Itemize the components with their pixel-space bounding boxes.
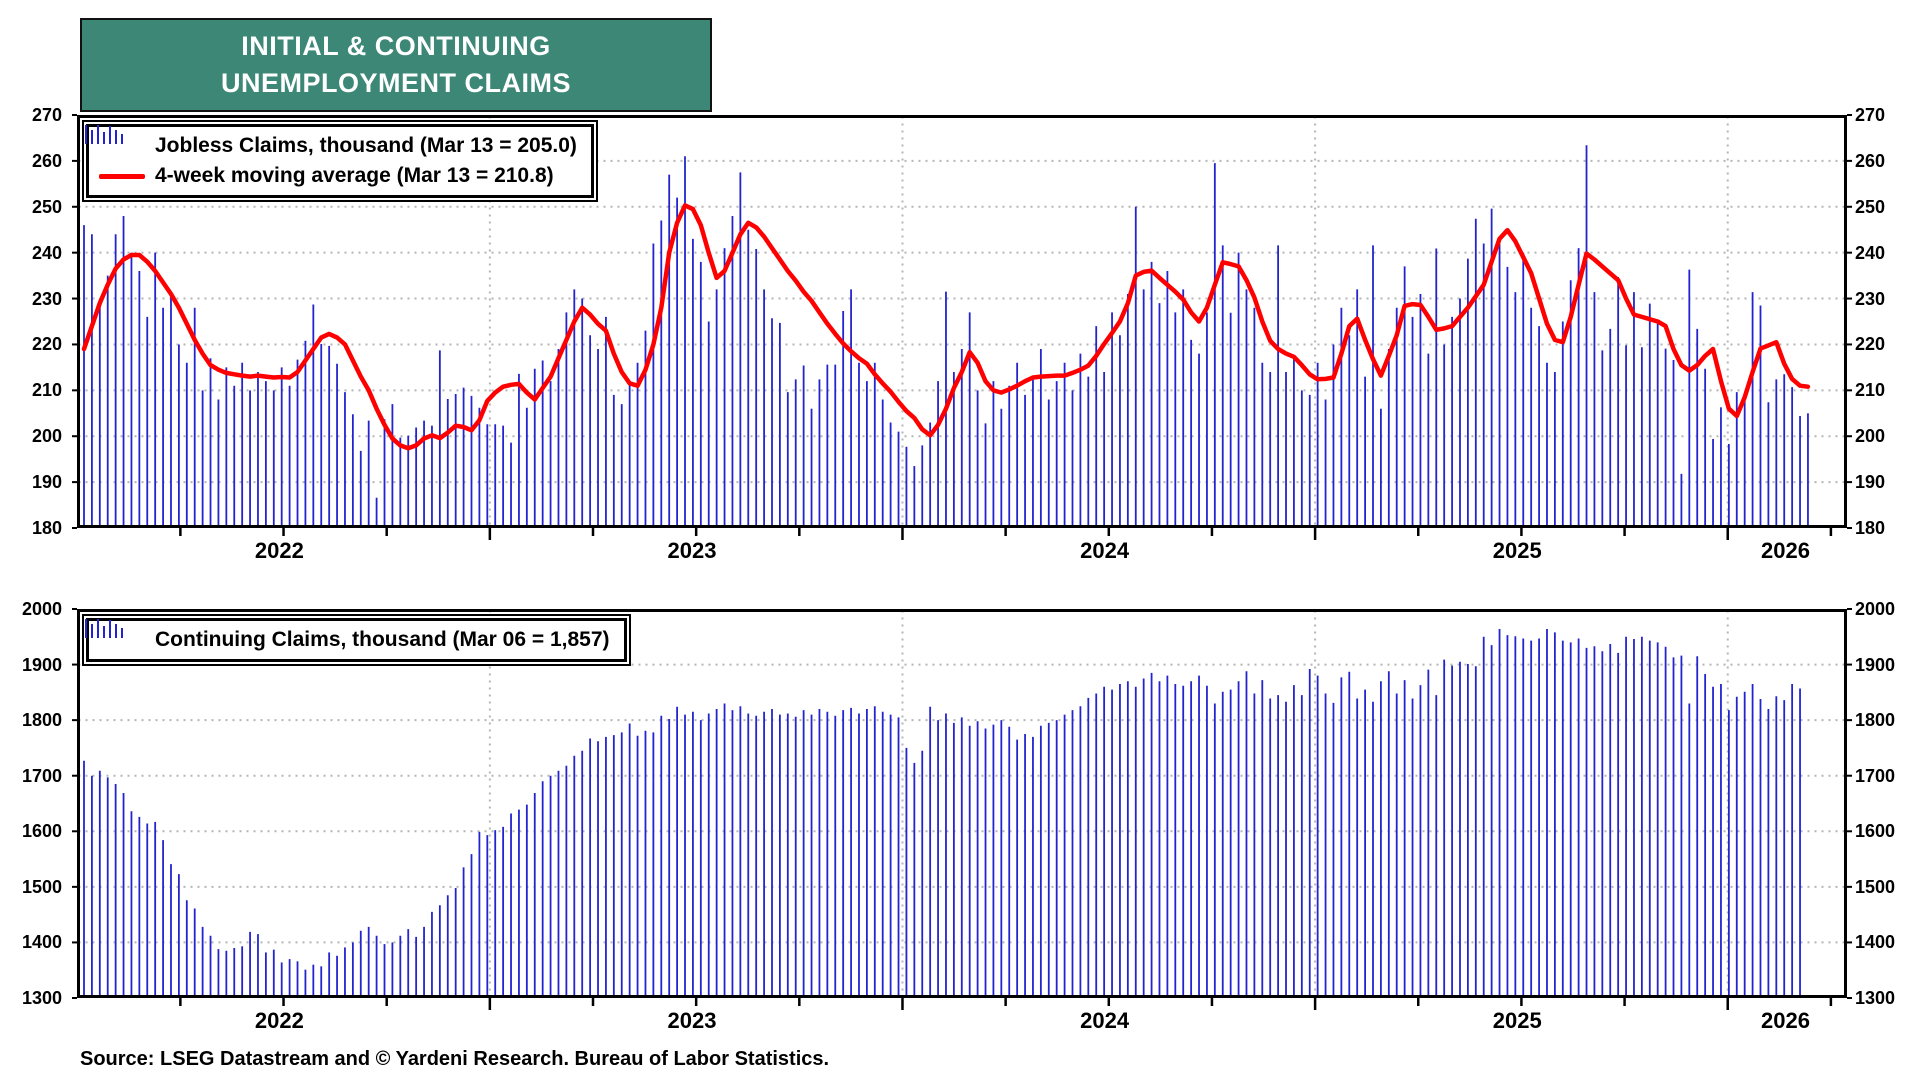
year-label-2023: 2023 [667,538,717,563]
legend-row-jobless-claims: Jobless Claims, thousand (Mar 13 = 205.0… [85,125,577,161]
year-label-2022: 2022 [254,1008,304,1033]
ytick-label-1600: 1600 [1855,821,1896,842]
bottom-chart-yaxis-left: 2000 1900 1800 1700 1600 1500 1400 1300 [0,600,70,1007]
top-chart-plot: Jobless Claims, thousand (Mar 13 = 205.0… [72,114,1852,540]
top-chart-yaxis-left: 270 260 250 240 230 220 210 200 190 180 [0,106,70,537]
year-label-2026: 2026 [1761,538,1810,563]
red-line-icon [99,173,155,179]
year-label-2024: 2024 [1080,1008,1130,1033]
year-label-2024: 2024 [1080,538,1130,563]
year-label-2025: 2025 [1492,538,1542,563]
ytick-label-2000: 2000 [1855,599,1896,619]
ytick-label-1900: 1900 [21,654,62,675]
legend-label-jobless-claims: Jobless Claims, thousand (Mar 13 = 205.0… [155,134,577,157]
ytick-label-1800: 1800 [21,710,62,731]
ytick-label-1700: 1700 [1855,765,1896,786]
ytick-label-270: 270 [1855,105,1886,125]
ytick-label-210: 210 [1855,380,1886,401]
year-label-2022: 2022 [254,538,304,563]
ytick-label-200: 200 [31,426,62,447]
ytick-label-1500: 1500 [21,876,62,897]
ytick-label-1400: 1400 [1855,932,1896,953]
ytick-label-1700: 1700 [21,765,62,786]
chart-title-line1: INITIAL & CONTINUING [241,31,551,61]
legend-row-continuing-claims: Continuing Claims, thousand (Mar 06 = 1,… [85,619,610,655]
bottom-chart-xaxis: 2022 2023 2024 2025 2026 [77,998,1847,1038]
ytick-label-1400: 1400 [21,932,62,953]
ytick-label-220: 220 [1855,334,1886,355]
ytick-label-210: 210 [31,380,62,401]
top-chart-legend-frame: Jobless Claims, thousand (Mar 13 = 205.0… [85,124,594,198]
ytick-label-1300: 1300 [21,988,62,1008]
year-label-2025: 2025 [1492,1008,1542,1033]
bottom-chart-legend: Continuing Claims, thousand (Mar 06 = 1,… [82,614,631,666]
ytick-label-1600: 1600 [21,821,62,842]
legend-label-moving-average: 4-week moving average (Mar 13 = 210.8) [155,164,554,187]
ytick-label-2000: 2000 [21,599,62,619]
ytick-label-250: 250 [1855,196,1886,217]
ytick-label-190: 190 [31,472,62,493]
ytick-label-240: 240 [31,242,62,263]
ytick-label-1900: 1900 [1855,654,1896,675]
chart-title-box: INITIAL & CONTINUING UNEMPLOYMENT CLAIMS [80,18,712,112]
jobless-claims-chart [72,114,1852,540]
ytick-label-230: 230 [31,288,62,309]
source-credit: Source: LSEG Datastream and © Yardeni Re… [80,1048,830,1070]
ytick-label-1300: 1300 [1855,988,1896,1008]
bottom-chart-yaxis-right: 2000 1900 1800 1700 1600 1500 1400 1300 [1847,600,1917,1007]
ytick-label-220: 220 [31,334,62,355]
bottom-chart-plot: Continuing Claims, thousand (Mar 06 = 1,… [72,608,1852,1010]
top-chart-xaxis: 2022 2023 2024 2025 2026 [77,528,1847,568]
ytick-label-230: 230 [1855,288,1886,309]
ytick-label-240: 240 [1855,242,1886,263]
ytick-label-200: 200 [1855,426,1886,447]
ytick-label-270: 270 [31,105,62,125]
ytick-label-180: 180 [31,518,62,538]
ytick-label-190: 190 [1855,472,1886,493]
ytick-label-260: 260 [31,150,62,171]
continuing-claims-chart [72,608,1852,1010]
year-label-2026: 2026 [1761,1008,1810,1033]
ytick-label-1800: 1800 [1855,710,1896,731]
chart-title-line2: UNEMPLOYMENT CLAIMS [221,68,571,98]
ytick-label-250: 250 [31,196,62,217]
top-chart-yaxis-right: 270 260 250 240 230 220 210 200 190 180 [1847,106,1917,537]
ytick-label-260: 260 [1855,150,1886,171]
bottom-chart-legend-frame: Continuing Claims, thousand (Mar 06 = 1,… [85,618,627,662]
legend-label-continuing-claims: Continuing Claims, thousand (Mar 06 = 1,… [155,628,610,651]
ytick-label-180: 180 [1855,518,1886,538]
ytick-label-1500: 1500 [1855,876,1896,897]
top-chart-legend: Jobless Claims, thousand (Mar 13 = 205.0… [82,120,598,202]
legend-row-moving-average: 4-week moving average (Mar 13 = 210.8) [99,161,577,191]
year-label-2023: 2023 [667,1008,717,1033]
